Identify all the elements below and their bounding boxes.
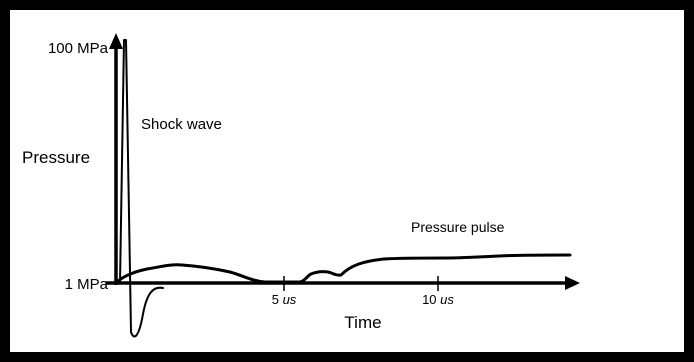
x-axis-label: Time <box>344 313 381 332</box>
x-tick-5-label: 5 us <box>272 292 297 307</box>
shock-wave-trace <box>119 39 164 338</box>
x-axis-arrowhead <box>565 276 580 290</box>
y-tick-100-mpa: 100 MPa <box>48 40 109 57</box>
y-axis-arrowhead <box>109 33 123 49</box>
y-axis-label: Pressure <box>22 148 90 167</box>
x-tick-10-label: 10 us <box>422 292 454 307</box>
shock-wave-label: Shock wave <box>141 116 222 133</box>
pressure-pulse-trace <box>114 253 572 285</box>
y-tick-1-mpa: 1 MPa <box>65 276 109 293</box>
pressure-pulse-label: Pressure pulse <box>411 219 505 235</box>
